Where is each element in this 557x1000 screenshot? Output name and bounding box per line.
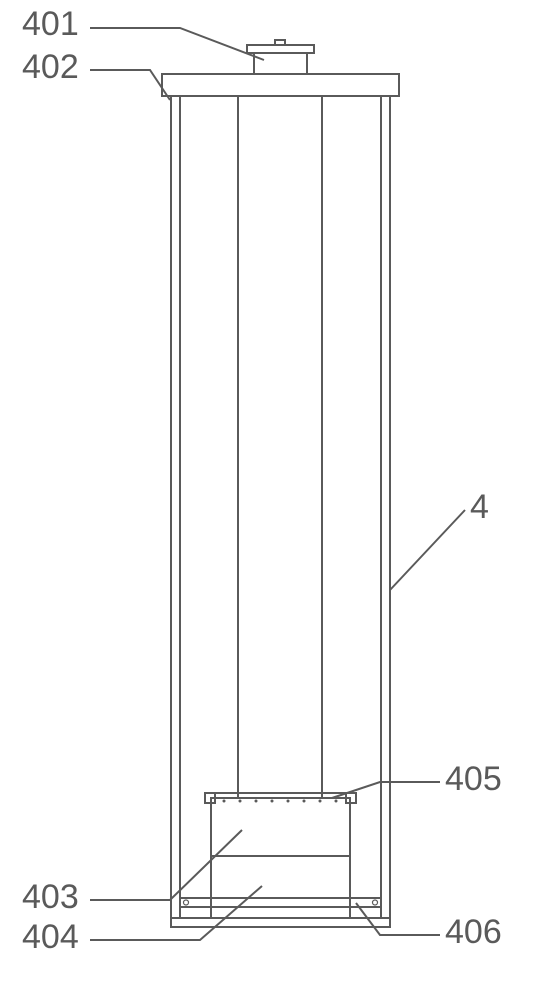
label-402: 402 [22, 48, 79, 86]
leader-403 [90, 830, 242, 900]
leader-401 [90, 28, 264, 60]
label-404: 404 [22, 918, 79, 956]
label-405: 405 [445, 760, 502, 798]
leader-4 [390, 510, 465, 590]
leader-405 [332, 782, 440, 798]
label-4: 4 [470, 488, 489, 526]
leader-402 [90, 70, 170, 100]
label-406: 406 [445, 913, 502, 951]
label-403: 403 [22, 878, 79, 916]
technical-diagram: 401 402 4 405 403404 406 [0, 0, 557, 1000]
label-401: 401 [22, 5, 79, 43]
